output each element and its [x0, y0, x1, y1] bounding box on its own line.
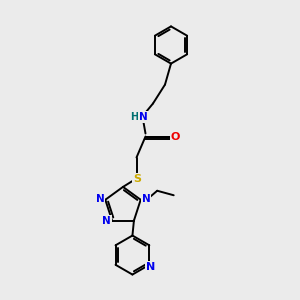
Text: N: N	[95, 194, 104, 204]
Text: N: N	[142, 194, 151, 204]
Text: S: S	[133, 173, 141, 184]
Text: N: N	[102, 216, 111, 226]
Text: O: O	[171, 131, 180, 142]
Text: N: N	[139, 112, 148, 122]
Text: N: N	[146, 262, 155, 272]
Text: H: H	[130, 112, 138, 122]
